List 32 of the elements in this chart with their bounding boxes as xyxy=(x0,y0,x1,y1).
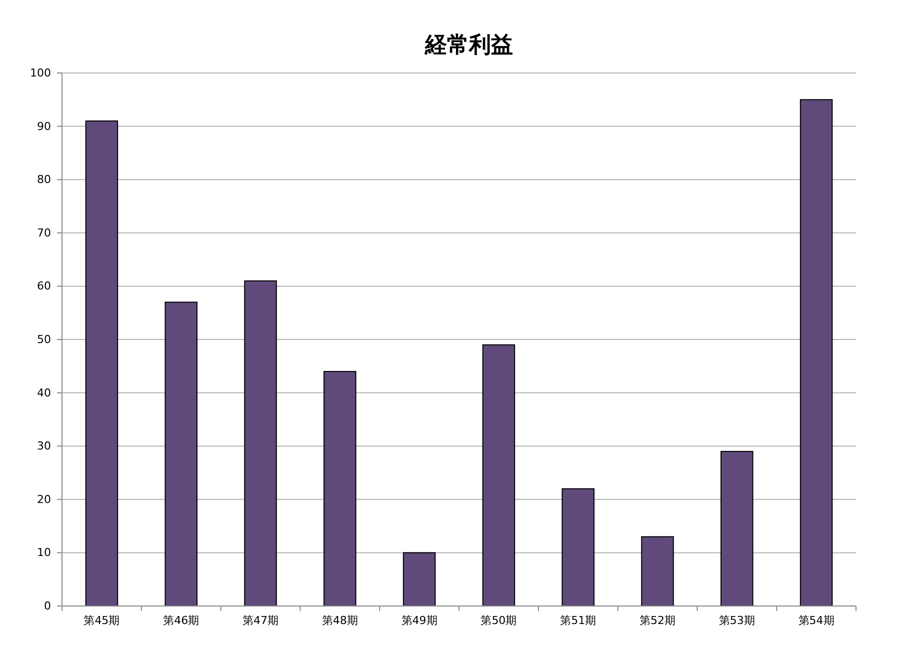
chart-title: 経常利益 xyxy=(424,33,513,58)
y-tick-label: 20 xyxy=(37,492,51,506)
bar xyxy=(720,450,754,606)
x-tick-label: 第50期 xyxy=(480,614,517,627)
y-tick-label: 10 xyxy=(37,546,51,560)
bar xyxy=(85,120,118,606)
bar xyxy=(482,344,516,606)
bar xyxy=(324,370,356,606)
x-tick-label: 第53期 xyxy=(718,614,755,627)
bar xyxy=(641,536,674,606)
x-tick-label: 第52期 xyxy=(640,614,676,627)
y-tick-label: 40 xyxy=(37,386,51,400)
y-tick-label: 100 xyxy=(30,66,51,80)
x-tick-label: 第49期 xyxy=(401,614,438,627)
y-tick-label: 60 xyxy=(37,280,51,293)
x-tick-label: 第54期 xyxy=(798,614,834,627)
y-tick-label: 80 xyxy=(37,173,51,186)
bar xyxy=(402,552,436,606)
bar xyxy=(164,302,198,606)
y-tick-label: 70 xyxy=(37,226,51,240)
y-tick-label: 90 xyxy=(37,120,51,133)
x-tick-label: 第51期 xyxy=(560,614,596,627)
x-tick-label: 第47期 xyxy=(242,614,278,627)
y-tick-label: 30 xyxy=(37,440,51,453)
x-tick-label: 第46期 xyxy=(163,614,200,627)
x-tick-label: 第48期 xyxy=(322,614,358,627)
x-tick-label: 第45期 xyxy=(84,614,120,627)
y-tick-label: 50 xyxy=(37,333,51,346)
bar xyxy=(800,99,833,606)
bar xyxy=(244,280,277,606)
bar xyxy=(562,488,594,606)
y-tick-label: 0 xyxy=(44,600,51,612)
